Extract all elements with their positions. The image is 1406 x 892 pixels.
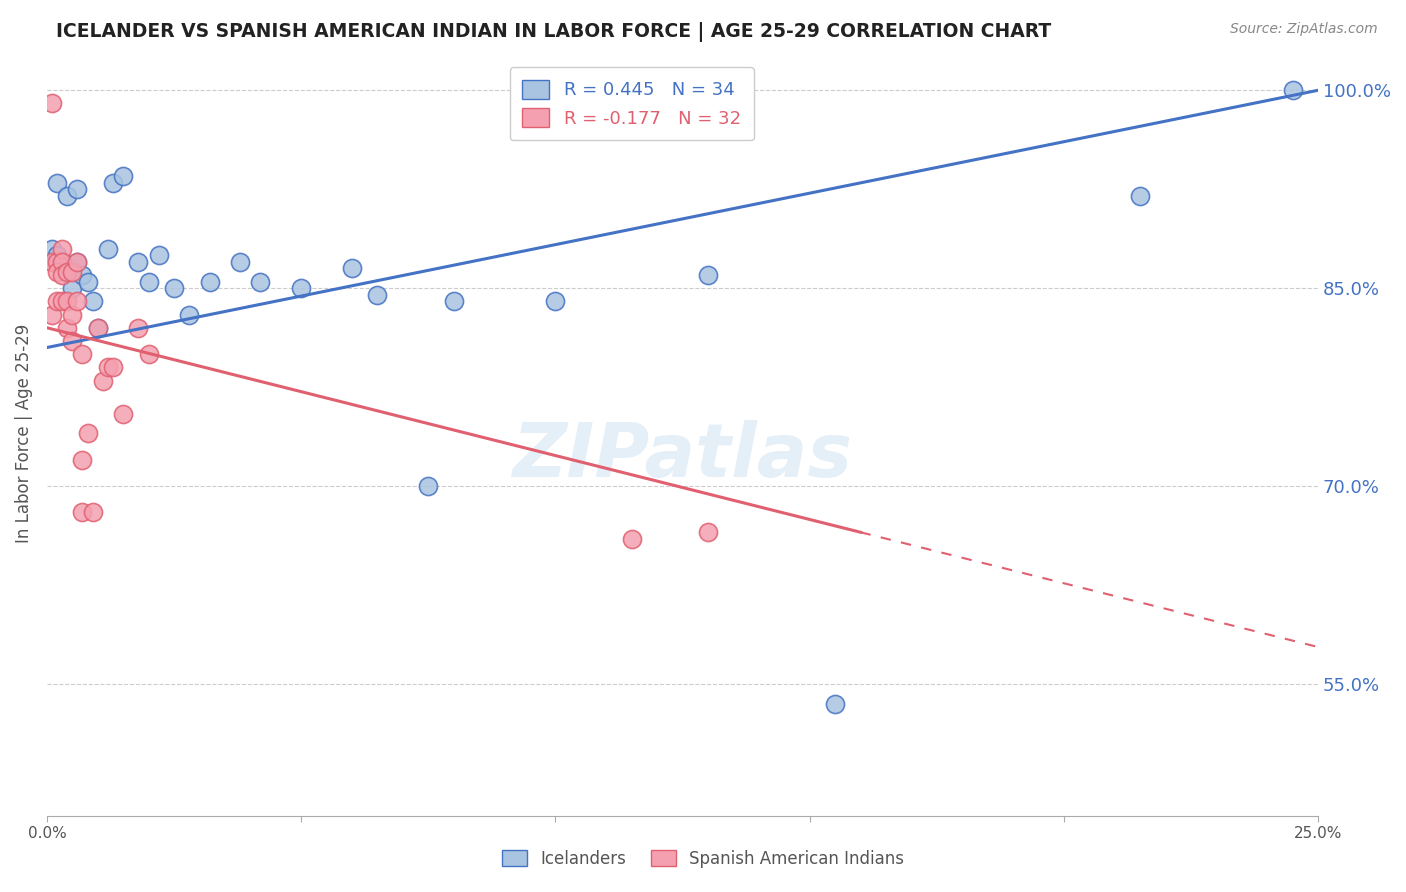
Point (66, 254, 89, 268)
Point (46, 254, 69, 268)
Point (1281, 83, 1303, 97)
Point (46, 294, 69, 309)
Point (101, 176, 124, 190)
Y-axis label: In Labor Force | Age 25-29: In Labor Force | Age 25-29 (15, 324, 32, 543)
Point (56, 265, 79, 279)
Point (66, 182, 89, 196)
Point (56, 320, 79, 334)
Point (418, 479, 440, 493)
Text: ICELANDER VS SPANISH AMERICAN INDIAN IN LABOR FORCE | AGE 25-29 CORRELATION CHAR: ICELANDER VS SPANISH AMERICAN INDIAN IN … (56, 22, 1052, 42)
Point (60, 308, 83, 322)
Point (112, 169, 135, 183)
Point (1129, 189, 1152, 203)
Point (60, 281, 83, 295)
Point (366, 287, 388, 301)
Point (51, 294, 73, 309)
Point (82, 505, 104, 519)
Point (101, 360, 124, 375)
Point (56, 189, 79, 203)
Point (72, 347, 94, 361)
Point (229, 254, 252, 268)
Point (60, 261, 83, 276)
Point (41, 254, 63, 268)
Point (148, 248, 170, 262)
Point (290, 281, 312, 295)
Point (179, 308, 201, 322)
Point (824, 697, 846, 711)
Point (697, 525, 720, 540)
Point (72, 452, 94, 467)
Point (60, 265, 83, 279)
Point (443, 294, 465, 309)
Point (41, 308, 63, 322)
Point (76, 426, 98, 441)
Point (51, 254, 73, 268)
Point (51, 242, 73, 256)
Point (697, 268, 720, 282)
Point (127, 320, 149, 334)
Point (138, 275, 160, 289)
Point (97, 360, 120, 375)
Point (46, 265, 69, 279)
Point (340, 261, 363, 276)
Point (91, 374, 114, 388)
Point (51, 268, 73, 282)
Point (66, 254, 89, 268)
Point (82, 294, 104, 309)
Point (41, 242, 63, 256)
Point (127, 254, 149, 268)
Point (72, 268, 94, 282)
Point (97, 242, 120, 256)
Point (41, 96, 63, 111)
Point (198, 275, 221, 289)
Point (46, 248, 69, 262)
Point (163, 281, 186, 295)
Point (138, 347, 160, 361)
Point (112, 407, 135, 421)
Point (76, 275, 98, 289)
Legend: R = 0.445   N = 34, R = -0.177   N = 32: R = 0.445 N = 34, R = -0.177 N = 32 (510, 68, 754, 140)
Point (51, 254, 73, 268)
Point (72, 505, 94, 519)
Text: Source: ZipAtlas.com: Source: ZipAtlas.com (1230, 22, 1378, 37)
Point (66, 294, 89, 309)
Point (56, 294, 79, 309)
Point (60, 334, 83, 348)
Point (249, 275, 271, 289)
Point (544, 294, 567, 309)
Point (87, 320, 110, 334)
Legend: Icelanders, Spanish American Indians: Icelanders, Spanish American Indians (495, 844, 911, 875)
Point (87, 320, 110, 334)
Text: ZIPatlas: ZIPatlas (513, 420, 852, 492)
Point (620, 532, 643, 546)
Point (46, 176, 69, 190)
